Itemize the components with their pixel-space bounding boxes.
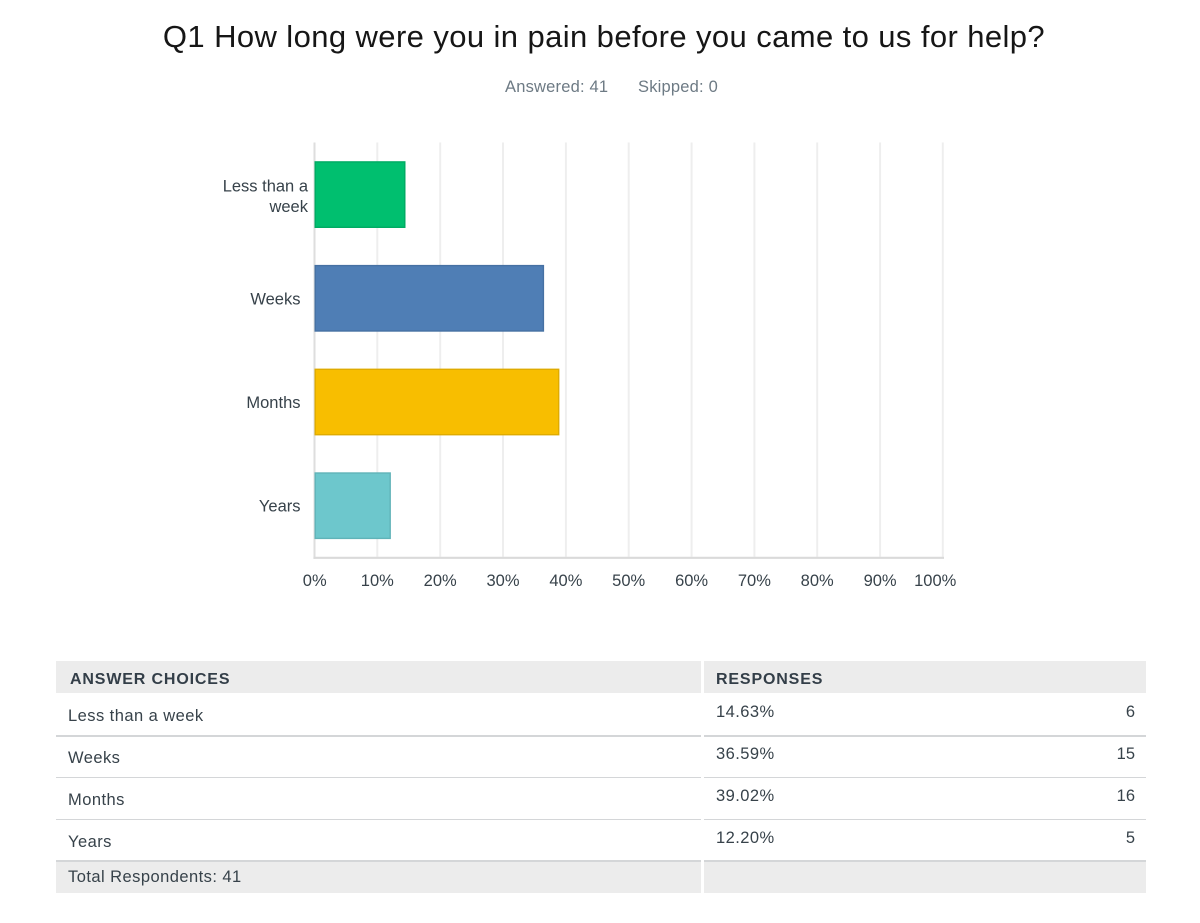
svg-text:week: week	[268, 198, 308, 216]
svg-text:70%: 70%	[738, 572, 771, 590]
svg-text:Weeks: Weeks	[250, 291, 300, 309]
svg-text:10%: 10%	[361, 572, 394, 590]
svg-text:0%: 0%	[303, 572, 327, 590]
svg-text:30%: 30%	[486, 572, 519, 590]
svg-text:80%: 80%	[801, 572, 834, 590]
svg-text:Years: Years	[259, 498, 301, 516]
svg-text:60%: 60%	[675, 572, 708, 590]
svg-text:100%: 100%	[914, 572, 957, 590]
svg-text:20%: 20%	[424, 572, 457, 590]
svg-text:90%: 90%	[864, 572, 897, 590]
svg-text:Months: Months	[246, 394, 300, 412]
svg-text:Less than a: Less than a	[223, 177, 309, 195]
svg-text:40%: 40%	[549, 572, 582, 590]
svg-text:50%: 50%	[612, 572, 645, 590]
